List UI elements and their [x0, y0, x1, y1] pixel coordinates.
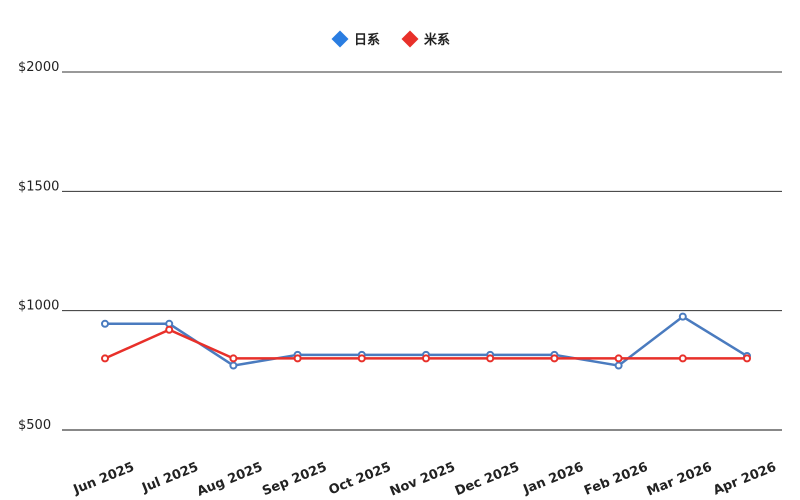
x-tick-label: Sep 2025 — [260, 460, 329, 499]
x-tick-label: Feb 2026 — [582, 460, 650, 499]
x-tick-label: Apr 2026 — [711, 460, 778, 499]
y-tick-label: $1000 — [18, 299, 59, 314]
data-point — [614, 361, 623, 370]
data-point — [293, 354, 302, 363]
data-point — [486, 354, 495, 363]
x-tick-label: Jan 2026 — [520, 460, 585, 498]
x-tick-label: Mar 2026 — [645, 460, 714, 500]
data-point — [165, 325, 174, 334]
legend-label: 日系 — [354, 32, 380, 48]
data-point — [101, 319, 109, 328]
data-point — [101, 354, 109, 363]
data-point — [550, 354, 559, 363]
data-point — [229, 361, 238, 370]
x-tick-label: Dec 2025 — [453, 460, 522, 499]
data-point — [678, 312, 687, 321]
x-tick-label: Jul 2025 — [139, 460, 200, 496]
legend-label: 米系 — [424, 32, 450, 48]
x-tick-label: Nov 2025 — [388, 460, 458, 500]
data-point — [614, 354, 623, 363]
x-tick-label: Aug 2025 — [195, 460, 265, 500]
y-tick-label: $500 — [18, 418, 51, 433]
data-point — [422, 354, 430, 363]
data-point — [357, 354, 366, 363]
data-point — [743, 354, 751, 363]
legend-swatch — [331, 30, 349, 48]
legend-swatch — [401, 30, 419, 48]
y-tick-label: $1500 — [18, 179, 59, 194]
data-point — [229, 354, 238, 363]
x-tick-label: Jun 2025 — [71, 460, 137, 498]
x-tick-label: Oct 2025 — [327, 460, 394, 499]
data-point — [678, 354, 687, 363]
y-tick-label: $2000 — [18, 60, 59, 75]
